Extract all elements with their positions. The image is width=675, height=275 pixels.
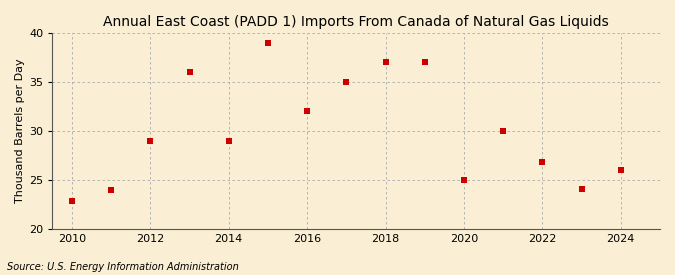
Point xyxy=(223,138,234,143)
Point xyxy=(263,40,273,45)
Point xyxy=(458,178,469,182)
Point xyxy=(184,70,195,74)
Point xyxy=(380,60,391,65)
Y-axis label: Thousand Barrels per Day: Thousand Barrels per Day xyxy=(15,59,25,203)
Title: Annual East Coast (PADD 1) Imports From Canada of Natural Gas Liquids: Annual East Coast (PADD 1) Imports From … xyxy=(103,15,609,29)
Point xyxy=(616,168,626,172)
Point xyxy=(302,109,313,113)
Point xyxy=(419,60,430,65)
Point xyxy=(341,80,352,84)
Point xyxy=(106,188,117,193)
Point xyxy=(67,199,78,204)
Point xyxy=(145,138,156,143)
Point xyxy=(576,187,587,192)
Text: Source: U.S. Energy Information Administration: Source: U.S. Energy Information Administ… xyxy=(7,262,238,272)
Point xyxy=(497,129,508,133)
Point xyxy=(537,160,548,164)
